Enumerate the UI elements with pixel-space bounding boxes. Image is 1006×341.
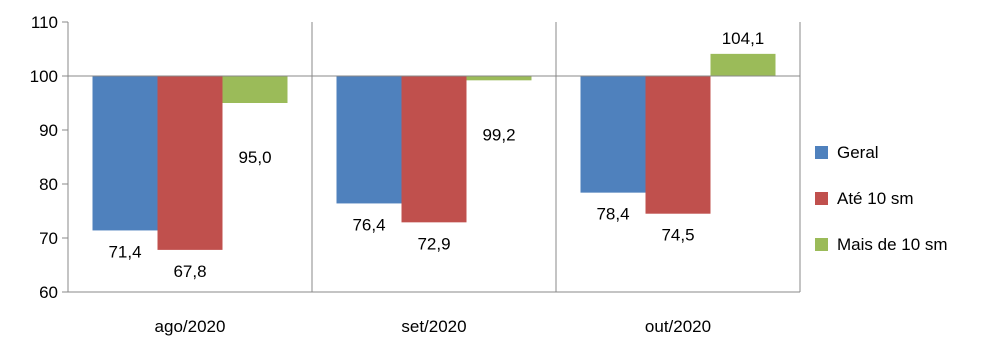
legend-swatch <box>815 146 828 159</box>
bar <box>336 76 402 204</box>
legend-label: Geral <box>837 143 879 162</box>
bar <box>645 76 711 214</box>
category-label: ago/2020 <box>155 317 226 336</box>
legend-label: Mais de 10 sm <box>837 235 948 254</box>
data-label: 95,0 <box>238 148 271 167</box>
data-label: 72,9 <box>417 234 450 253</box>
y-tick-label: 100 <box>30 67 58 86</box>
y-tick-label: 60 <box>39 283 58 302</box>
legend-swatch <box>815 238 828 251</box>
legend-swatch <box>815 192 828 205</box>
y-tick-label: 70 <box>39 229 58 248</box>
legend: Geral Até 10 sm Mais de 10 sm <box>815 143 948 254</box>
data-label: 78,4 <box>596 205 629 224</box>
data-label: 67,8 <box>173 262 206 281</box>
bar <box>157 76 223 250</box>
bar <box>92 76 158 231</box>
data-label: 71,4 <box>108 242 141 261</box>
data-label: 74,5 <box>661 226 694 245</box>
bars-layer <box>92 53 776 250</box>
category-label: set/2020 <box>401 317 466 336</box>
bar <box>401 76 467 223</box>
bar <box>710 53 776 76</box>
y-tick-label: 90 <box>39 121 58 140</box>
data-label: 104,1 <box>722 29 765 48</box>
data-label: 99,2 <box>482 125 515 144</box>
axis-layer: 60 70 80 90 100 110 ago/2020 set/2020 out/2020 <box>30 13 801 336</box>
legend-label: Até 10 sm <box>837 189 914 208</box>
data-label: 76,4 <box>352 215 385 234</box>
y-tick-label: 110 <box>31 13 58 32</box>
bar <box>466 76 532 81</box>
category-label: out/2020 <box>645 317 711 336</box>
bar <box>222 76 288 103</box>
bar <box>580 76 646 193</box>
data-labels-layer: 71,4 67,8 95,0 76,4 72,9 99,2 78,4 74,5 104,1 <box>108 29 764 281</box>
y-tick-label: 80 <box>39 175 58 194</box>
